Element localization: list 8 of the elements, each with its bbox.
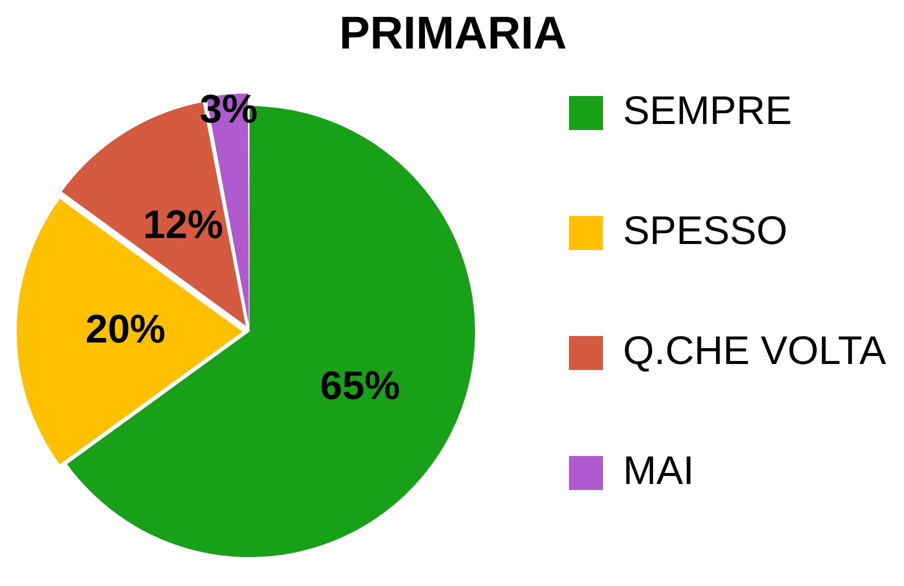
legend-label: Q.CHE VOLTA bbox=[622, 329, 886, 374]
legend-label: MAI bbox=[622, 449, 694, 494]
chart-title: PRIMARIA bbox=[339, 6, 567, 58]
legend-label: SPESSO bbox=[622, 209, 788, 254]
data-label: 12% bbox=[143, 202, 224, 247]
legend-label: SEMPRE bbox=[622, 89, 792, 134]
data-label: 65% bbox=[320, 364, 400, 408]
data-label: 20% bbox=[85, 308, 166, 352]
